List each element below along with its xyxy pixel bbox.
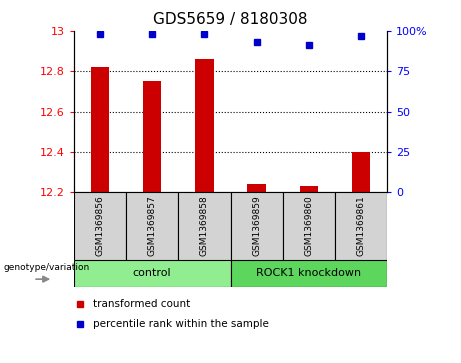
Bar bbox=[248, 184, 266, 192]
Text: GSM1369861: GSM1369861 bbox=[357, 196, 366, 256]
Text: transformed count: transformed count bbox=[93, 299, 190, 309]
Text: GSM1369859: GSM1369859 bbox=[252, 196, 261, 256]
Text: GSM1369860: GSM1369860 bbox=[304, 196, 313, 256]
Bar bbox=[126, 192, 178, 260]
Bar bbox=[143, 81, 161, 192]
Bar bbox=[74, 260, 230, 287]
Bar bbox=[352, 152, 370, 192]
Bar bbox=[335, 192, 387, 260]
Bar bbox=[230, 192, 283, 260]
Text: GSM1369858: GSM1369858 bbox=[200, 196, 209, 256]
Title: GDS5659 / 8180308: GDS5659 / 8180308 bbox=[153, 12, 308, 27]
Bar bbox=[91, 67, 109, 192]
Text: genotype/variation: genotype/variation bbox=[4, 263, 90, 272]
Text: ROCK1 knockdown: ROCK1 knockdown bbox=[256, 268, 361, 278]
Bar bbox=[300, 186, 318, 192]
Bar bbox=[74, 192, 126, 260]
Bar bbox=[230, 260, 387, 287]
Text: control: control bbox=[133, 268, 171, 278]
Text: percentile rank within the sample: percentile rank within the sample bbox=[93, 319, 268, 329]
Bar bbox=[195, 59, 213, 192]
Bar bbox=[283, 192, 335, 260]
Text: GSM1369857: GSM1369857 bbox=[148, 196, 157, 256]
Bar bbox=[178, 192, 230, 260]
Text: GSM1369856: GSM1369856 bbox=[95, 196, 104, 256]
